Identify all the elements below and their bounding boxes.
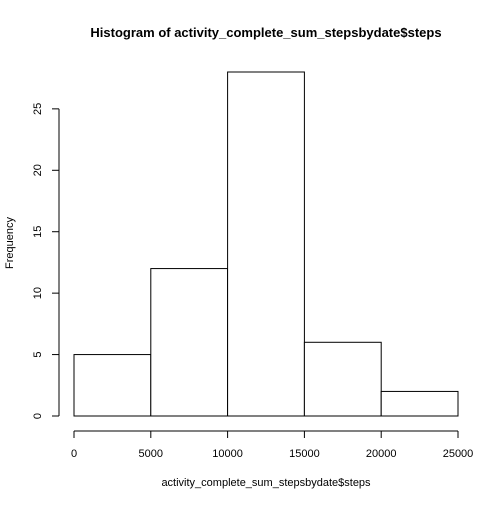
y-tick-label-1: 5 bbox=[32, 352, 44, 358]
y-axis-label: Frequency bbox=[4, 217, 16, 269]
y-tick-label-2: 10 bbox=[32, 287, 44, 299]
histogram-bar-3 bbox=[303, 341, 382, 417]
chart-title: Histogram of activity_complete_sum_steps… bbox=[90, 25, 441, 40]
histogram-bar-1 bbox=[150, 268, 229, 417]
x-axis-label: activity_complete_sum_stepsbydate$steps bbox=[161, 477, 371, 489]
x-tick-label-3: 15000 bbox=[289, 448, 320, 460]
x-tick-label-4: 20000 bbox=[366, 448, 397, 460]
y-tick-label-0: 0 bbox=[32, 413, 44, 419]
y-axis: 0 5 10 15 20 25 bbox=[32, 103, 60, 419]
x-tick-label-2: 10000 bbox=[212, 448, 243, 460]
y-tick-label-4: 20 bbox=[32, 164, 44, 176]
y-tick-label-5: 25 bbox=[32, 103, 44, 115]
x-tick-label-0: 0 bbox=[71, 448, 77, 460]
x-tick-label-1: 5000 bbox=[139, 448, 163, 460]
histogram-bar-0 bbox=[73, 354, 152, 417]
histogram-bar-2 bbox=[227, 71, 305, 417]
y-tick-label-3: 15 bbox=[32, 226, 44, 238]
bars-group bbox=[73, 71, 459, 417]
x-axis: 0 5000 10000 15000 20000 25000 bbox=[71, 430, 474, 460]
histogram-bar-4 bbox=[380, 390, 459, 417]
x-tick-label-5: 25000 bbox=[443, 448, 474, 460]
